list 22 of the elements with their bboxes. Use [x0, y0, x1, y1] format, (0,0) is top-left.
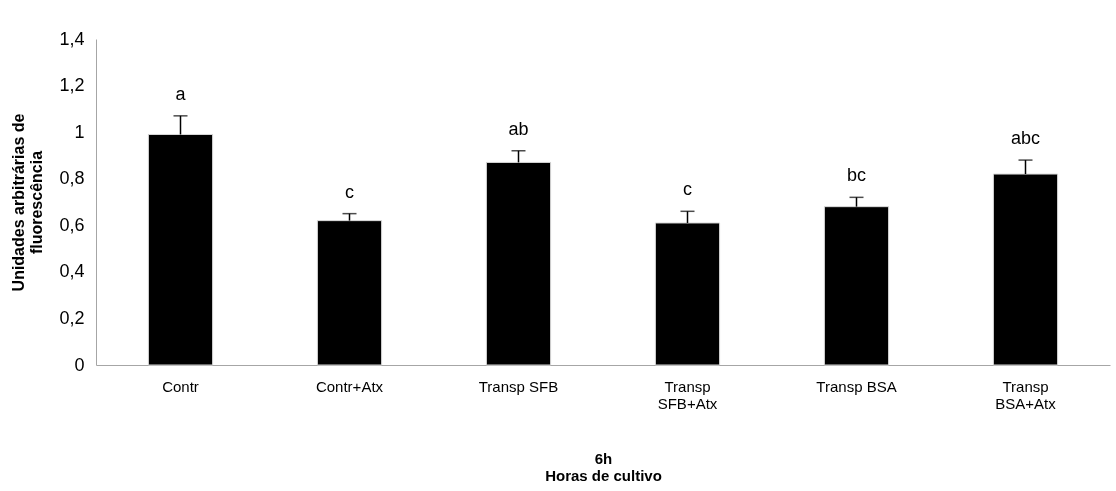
- y-tick-label: 1: [74, 121, 85, 142]
- y-tick-label: 0: [74, 354, 85, 375]
- x-tick-label: Transp SFB+Atx: [657, 377, 718, 412]
- x-axis-title: 6h Horas de cultivo: [545, 449, 662, 484]
- y-tick-label: 0,4: [59, 261, 85, 282]
- annotation: bc: [846, 165, 867, 186]
- x-tick-label: Transp SFB: [478, 377, 559, 395]
- x-tick-label: Contr+Atx: [315, 377, 384, 395]
- y-tick-label: 1,4: [59, 28, 85, 49]
- x-tick-label: Contr: [162, 377, 199, 395]
- y-tick-label: 0,2: [59, 307, 85, 328]
- annotation: abc: [1010, 128, 1041, 149]
- annotation: c: [345, 181, 354, 202]
- y-tick-label: 0,6: [59, 214, 85, 235]
- x-tick-label: Transp BSA: [816, 377, 897, 395]
- x-tick-label: Transp BSA+Atx: [995, 377, 1057, 412]
- annotation: a: [175, 83, 187, 104]
- y-axis-title: Unidades arbitrárias de fluorescência: [10, 113, 46, 292]
- y-tick-label: 1,2: [59, 75, 85, 96]
- annotation: c: [683, 179, 692, 200]
- y-tick-label: 0,8: [59, 168, 85, 189]
- annotation: ab: [508, 118, 529, 139]
